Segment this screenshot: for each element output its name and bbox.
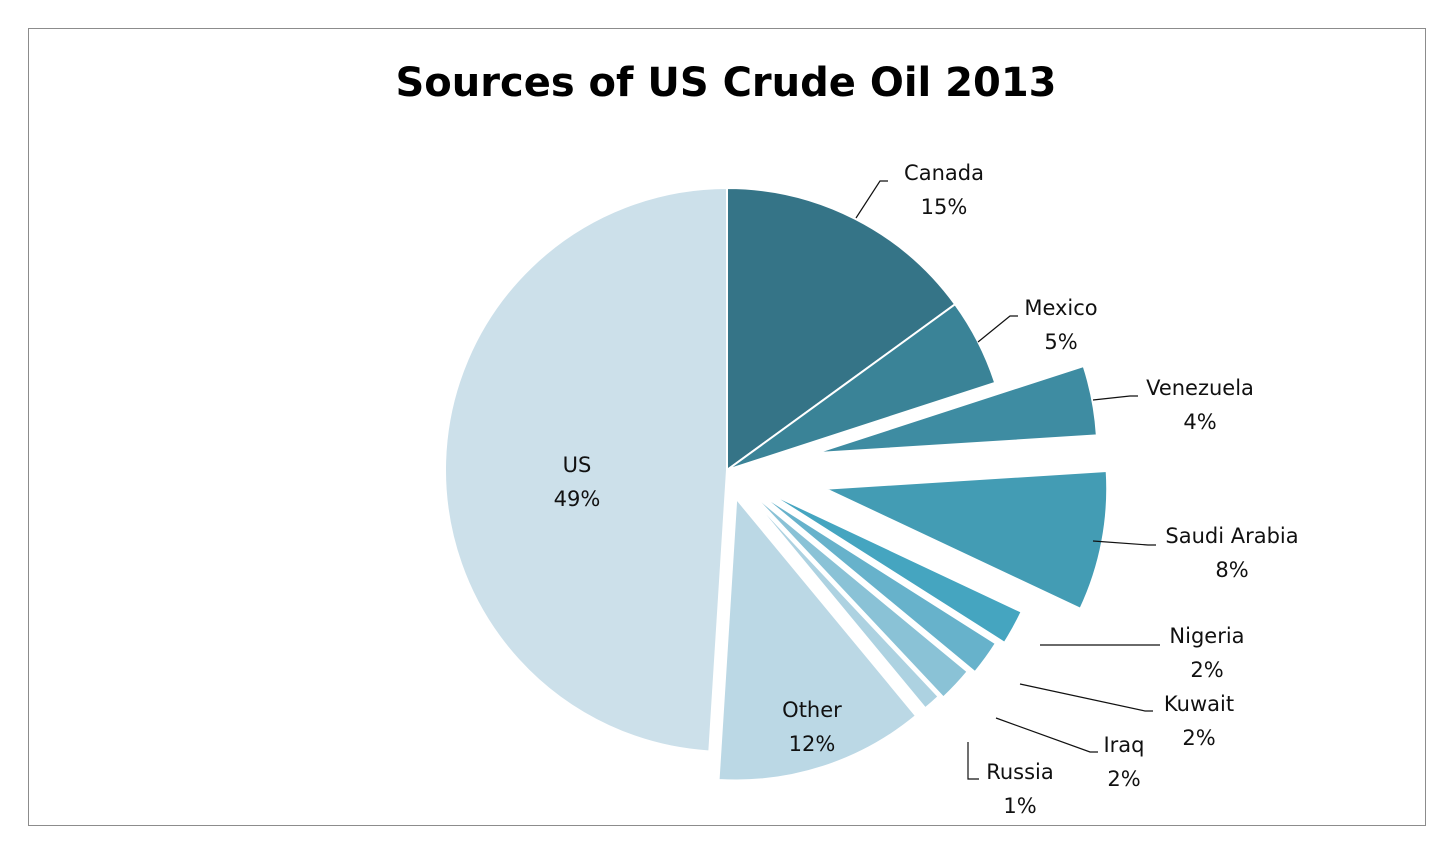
data-labels: Canada 15% Mexico 5% Venezuela 4% Saudi Arabia… xyxy=(554,161,1299,818)
pie-slice-canada xyxy=(726,186,957,472)
leader-line-iraq xyxy=(995,717,1098,753)
pie-slice-us xyxy=(443,186,728,753)
pie-slice-iraq xyxy=(749,491,970,699)
data-label-name-kuwait: Kuwait xyxy=(1164,692,1234,716)
data-label-name-nigeria: Nigeria xyxy=(1169,624,1244,648)
data-label-value-us: 49% xyxy=(554,487,601,511)
leader-line-russia xyxy=(967,742,979,780)
leader-line-mexico xyxy=(977,315,1018,343)
data-label-name-other: Other xyxy=(782,698,842,722)
data-label-name-venezuela: Venezuela xyxy=(1146,376,1254,400)
data-label-value-mexico: 5% xyxy=(1044,330,1077,354)
data-label-value-other: 12% xyxy=(789,732,836,756)
pie-slice-venezuela xyxy=(815,364,1098,455)
pie-slices xyxy=(443,186,1109,782)
leader-line-kuwait xyxy=(1019,683,1153,712)
pie-slice-other xyxy=(717,495,918,782)
data-label-name-us: US xyxy=(563,453,592,477)
data-label-name-mexico: Mexico xyxy=(1024,296,1097,320)
data-label-value-russia: 1% xyxy=(1003,794,1036,818)
data-label-name-russia: Russia xyxy=(986,760,1054,784)
data-label-name-iraq: Iraq xyxy=(1103,733,1144,757)
pie-slice-russia xyxy=(744,490,940,710)
data-label-name-saudi-arabia: Saudi Arabia xyxy=(1165,524,1298,548)
pie-slice-nigeria xyxy=(765,490,1023,645)
leader-line-venezuela xyxy=(1092,395,1138,401)
data-label-value-saudi-arabia: 8% xyxy=(1215,558,1248,582)
data-label-value-kuwait: 2% xyxy=(1182,726,1215,750)
chart-title: Sources of US Crude Oil 2013 xyxy=(395,60,1056,106)
data-label-value-venezuela: 4% xyxy=(1183,410,1216,434)
leader-lines xyxy=(855,180,1160,780)
data-label-value-canada: 15% xyxy=(921,195,968,219)
data-label-value-nigeria: 2% xyxy=(1190,658,1223,682)
pie-slice-kuwait xyxy=(757,491,998,674)
leader-line-saudi-arabia xyxy=(1092,540,1156,546)
data-label-value-iraq: 2% xyxy=(1107,767,1140,791)
leader-line-canada xyxy=(855,180,888,219)
data-label-name-canada: Canada xyxy=(904,161,984,185)
